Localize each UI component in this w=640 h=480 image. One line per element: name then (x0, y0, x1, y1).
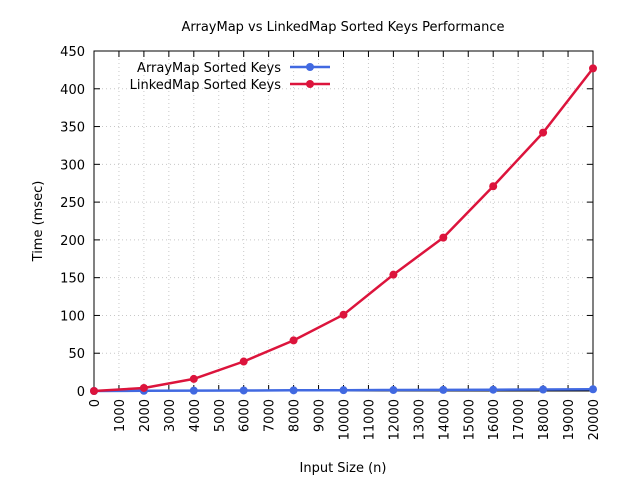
x-tick-label: 1000 (113, 399, 128, 432)
x-tick-label: 15000 (462, 399, 477, 440)
legend-label: ArrayMap Sorted Keys (137, 61, 281, 76)
y-tick-label: 300 (60, 158, 85, 173)
x-tick-label: 11000 (362, 399, 377, 440)
x-tick-label: 6000 (238, 399, 253, 432)
series-layer (90, 64, 597, 395)
x-tick-label: 5000 (213, 399, 228, 432)
grid-lines (94, 51, 593, 391)
legend-swatch-point (306, 80, 314, 88)
data-point (339, 386, 348, 395)
x-tick-label: 4000 (188, 399, 203, 432)
legend-label: LinkedMap Sorted Keys (130, 78, 282, 93)
data-point (239, 386, 248, 395)
y-axis-label: Time (msec) (31, 181, 46, 263)
y-tick-label: 0 (77, 385, 85, 400)
data-point (439, 233, 448, 242)
y-tick-label: 200 (60, 234, 85, 249)
x-axis-label: Input Size (n) (300, 461, 387, 476)
data-point (489, 385, 498, 394)
x-tick-label: 8000 (288, 399, 303, 432)
y-axis-ticks: 0 50 100 150 200 250 300 350 400 450 (60, 45, 593, 400)
x-tick-label: 14000 (437, 399, 452, 440)
x-tick-label: 12000 (387, 399, 402, 440)
legend: ArrayMap Sorted Keys LinkedMap Sorted Key… (130, 61, 330, 93)
x-tick-label: 18000 (537, 399, 552, 440)
y-tick-label: 450 (60, 45, 85, 60)
x-tick-label: 0 (88, 399, 103, 407)
data-point (189, 374, 198, 383)
y-tick-label: 50 (68, 347, 85, 362)
data-point (489, 182, 498, 191)
data-point (389, 386, 398, 395)
data-point (539, 385, 548, 394)
data-point (389, 270, 398, 279)
data-point (189, 386, 198, 395)
x-tick-label: 19000 (562, 399, 577, 440)
series-line (93, 67, 594, 393)
data-point (289, 386, 298, 395)
data-point (439, 385, 448, 394)
data-point (339, 310, 348, 319)
legend-swatch-point (306, 63, 314, 71)
y-tick-label: 400 (60, 83, 85, 98)
chart-title: ArrayMap vs LinkedMap Sorted Keys Perfor… (181, 20, 504, 35)
x-tick-label: 7000 (263, 399, 278, 432)
y-tick-label: 100 (60, 309, 85, 324)
y-tick-label: 350 (60, 121, 85, 136)
x-tick-label: 17000 (512, 399, 527, 440)
y-tick-label: 250 (60, 196, 85, 211)
x-tick-label: 9000 (313, 399, 328, 432)
x-tick-label: 10000 (338, 399, 353, 440)
data-point (90, 387, 98, 395)
data-point (139, 383, 148, 392)
x-axis-ticks: 0 1000 2000 3000 4000 5000 6000 7000 8000 9000 100… (88, 51, 602, 440)
series-1 (90, 64, 597, 395)
x-tick-label: 13000 (412, 399, 427, 440)
data-point (589, 64, 597, 73)
series-0 (90, 385, 597, 395)
data-point (539, 128, 548, 137)
x-tick-label: 16000 (487, 399, 502, 440)
data-point (289, 336, 298, 345)
data-point (239, 357, 248, 366)
x-tick-label: 20000 (587, 399, 602, 440)
x-tick-label: 3000 (163, 399, 178, 432)
data-point (589, 385, 597, 394)
x-tick-label: 2000 (138, 399, 153, 432)
y-tick-label: 150 (60, 272, 85, 287)
